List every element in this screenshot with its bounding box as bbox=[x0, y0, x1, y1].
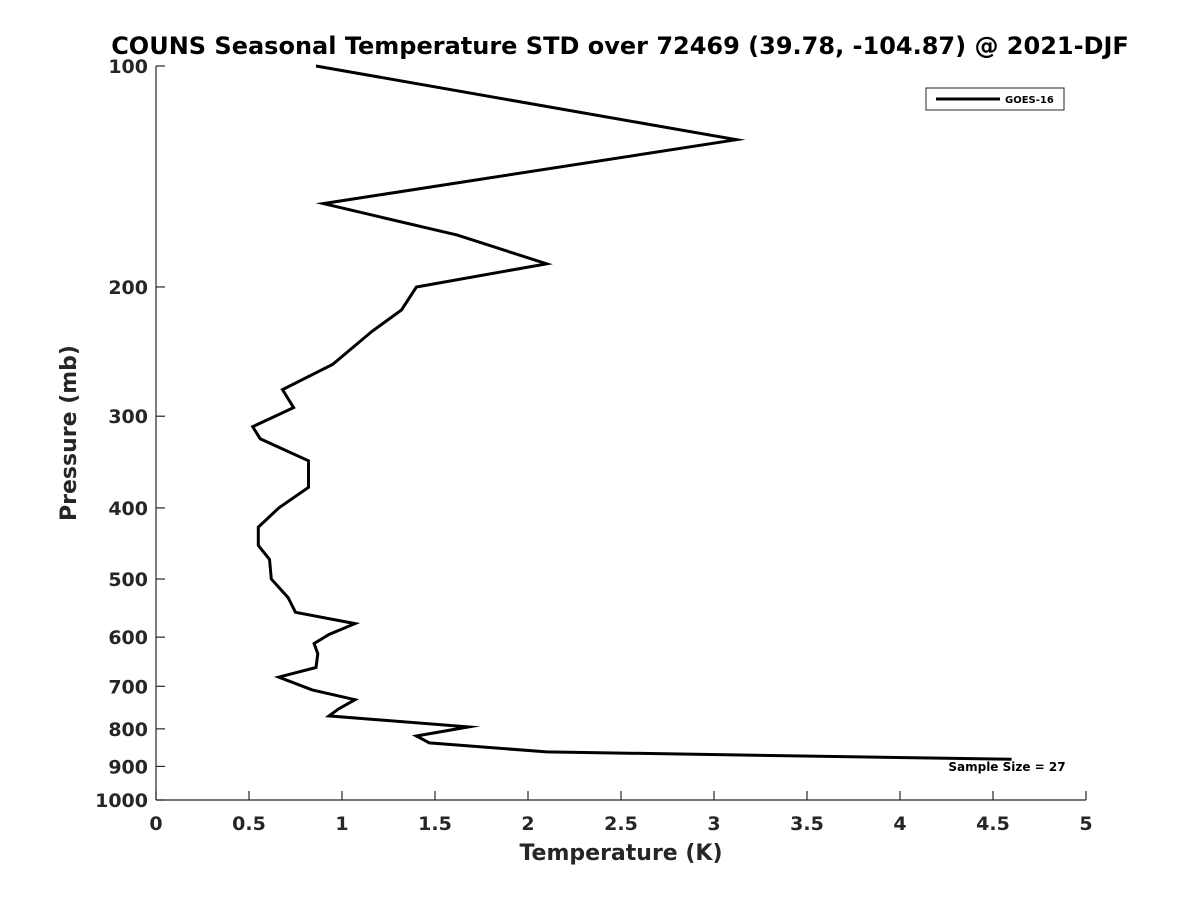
y-tick-label: 100 bbox=[108, 56, 148, 78]
legend-label-goes-16: GOES-16 bbox=[1005, 95, 1054, 106]
x-axis-ticks: 0 0.5 1 1.5 2 2.5 3 3.5 4 4.5 5 bbox=[149, 791, 1093, 835]
chart-title: COUNS Seasonal Temperature STD over 7246… bbox=[111, 32, 1129, 60]
x-tick-label: 0.5 bbox=[232, 813, 266, 835]
x-tick-label: 3.5 bbox=[790, 813, 824, 835]
y-tick-label: 400 bbox=[108, 498, 148, 520]
x-tick-label: 2.5 bbox=[604, 813, 638, 835]
y-tick-label: 900 bbox=[108, 756, 148, 778]
x-tick-label: 5 bbox=[1079, 813, 1092, 835]
x-tick-label: 4.5 bbox=[976, 813, 1010, 835]
sample-size-annotation: Sample Size = 27 bbox=[948, 760, 1065, 774]
x-tick-label: 3 bbox=[707, 813, 720, 835]
x-tick-label: 1.5 bbox=[418, 813, 452, 835]
series-layer bbox=[250, 64, 1012, 761]
x-tick-label: 1 bbox=[335, 813, 348, 835]
series-line-goes-16 bbox=[250, 64, 1012, 761]
legend: GOES-16 bbox=[925, 87, 1065, 111]
y-axis-ticks: 100 200 300 400 500 600 700 800 900 1000 bbox=[95, 56, 165, 812]
y-tick-label: 200 bbox=[108, 277, 148, 299]
y-tick-label: 700 bbox=[108, 676, 148, 698]
x-tick-label: 2 bbox=[521, 813, 534, 835]
y-tick-label: 500 bbox=[108, 569, 148, 591]
y-tick-label: 800 bbox=[108, 719, 148, 741]
x-axis-label: Temperature (K) bbox=[519, 841, 722, 866]
x-tick-label: 0 bbox=[149, 813, 162, 835]
y-axis-label: Pressure (mb) bbox=[57, 345, 82, 521]
y-tick-label: 1000 bbox=[95, 790, 148, 812]
x-tick-label: 4 bbox=[893, 813, 906, 835]
y-tick-label: 300 bbox=[108, 406, 148, 428]
y-tick-label: 600 bbox=[108, 627, 148, 649]
